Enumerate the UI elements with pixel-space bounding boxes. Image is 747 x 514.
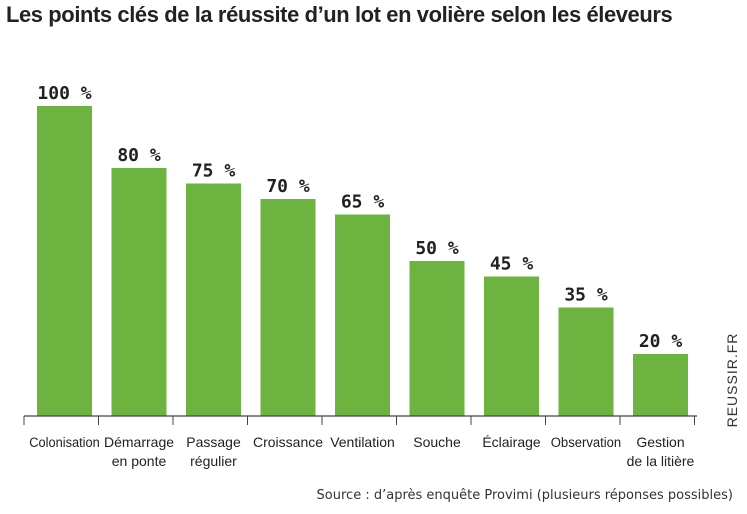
bar-value-label: 80 % xyxy=(117,145,161,166)
category-label-line: Passage xyxy=(186,434,241,450)
category-label: Gestion de la litière xyxy=(627,434,695,469)
x-axis xyxy=(23,415,697,425)
category-label-line: en ponte xyxy=(112,453,167,469)
bar xyxy=(37,106,92,416)
category-label: Observation xyxy=(551,435,621,451)
source-note: Source : d’après enquête Provimi (plusie… xyxy=(316,488,733,503)
category-label: Démarrage en ponte xyxy=(104,434,174,469)
category-label-line: Croissance xyxy=(253,434,323,450)
value-labels-group: 100 % 80 % 75 % 70 % 65 % 50 % 45 % 35 % 20 % xyxy=(37,83,682,352)
category-label-line: Colonisation xyxy=(29,434,99,450)
bar-value-label: 75 % xyxy=(192,161,236,182)
bar xyxy=(633,354,688,416)
chart-title: Les points clés de la réussite d’un lot … xyxy=(6,2,673,27)
category-label: Croissance xyxy=(253,434,323,450)
category-label: Passage régulier xyxy=(186,434,241,469)
category-labels-group: Colonisation Démarrage en ponte Passage régu… xyxy=(29,434,694,469)
bar-value-label: 45 % xyxy=(490,254,534,275)
bar-value-label: 35 % xyxy=(564,285,608,306)
category-label: Ventilation xyxy=(330,434,395,450)
bar-value-label: 100 % xyxy=(37,83,91,104)
bar xyxy=(409,261,465,416)
bar-value-label: 65 % xyxy=(341,192,385,213)
bar xyxy=(558,307,614,416)
category-label-line: de la litière xyxy=(627,453,695,469)
watermark: REUSSIR.FR xyxy=(722,330,742,430)
bars-group xyxy=(37,106,688,416)
bar xyxy=(111,168,167,416)
bar-value-label: 70 % xyxy=(266,176,310,197)
category-label-line: Démarrage xyxy=(104,434,174,450)
category-label: Éclairage xyxy=(482,434,541,450)
bar-value-label: 50 % xyxy=(415,238,459,259)
category-label-line: Éclairage xyxy=(482,434,541,450)
bar-value-label: 20 % xyxy=(639,331,683,352)
category-label: Colonisation xyxy=(29,434,99,450)
category-label-line: Gestion xyxy=(636,434,684,450)
category-label: Souche xyxy=(413,434,461,450)
category-label-line: Souche xyxy=(413,434,461,450)
category-label-line: Observation xyxy=(551,435,621,451)
bar xyxy=(484,276,539,416)
bar xyxy=(186,183,241,416)
watermark-text: REUSSIR.FR xyxy=(724,332,740,428)
bar xyxy=(260,199,316,416)
bar xyxy=(335,214,390,416)
category-label-line: Ventilation xyxy=(330,434,395,450)
category-label-line: régulier xyxy=(190,453,237,469)
